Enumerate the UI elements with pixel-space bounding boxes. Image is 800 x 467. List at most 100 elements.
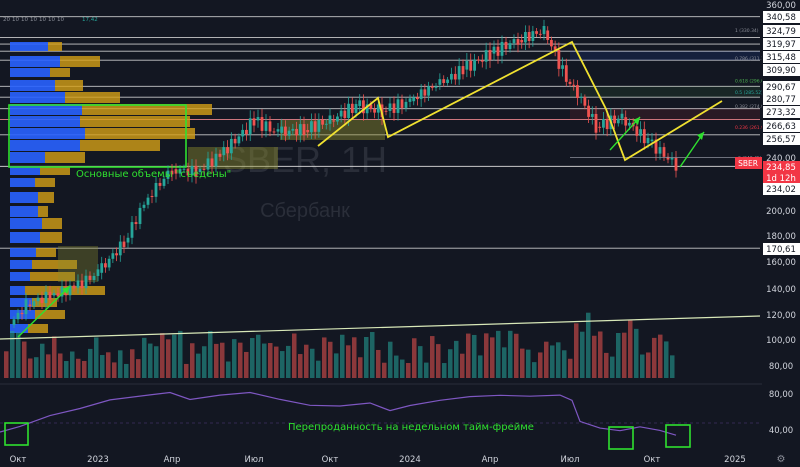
volume-bar <box>22 341 27 378</box>
volume-bar <box>400 359 405 378</box>
candle-body <box>343 110 347 119</box>
price-label-bg <box>763 25 800 37</box>
fib-label: 0.382 (274.96) <box>735 104 769 110</box>
volume-bar <box>562 350 567 378</box>
volume-bar <box>502 347 507 378</box>
profile-bar-blue <box>10 68 50 77</box>
profile-bar-blue <box>10 286 25 295</box>
price-tick-label: 360,00 <box>766 1 796 11</box>
time-tick-label: Окт <box>322 455 339 465</box>
green-arrow <box>609 116 641 151</box>
candle-body <box>52 293 56 296</box>
volume-bar <box>220 342 225 378</box>
candle-body <box>564 65 568 82</box>
volume-bar <box>364 336 369 378</box>
volume-bar <box>196 353 201 378</box>
candle-body <box>473 59 476 71</box>
candle-body <box>628 122 631 126</box>
profile-bar-blue <box>10 192 38 203</box>
price-tick-label: 80,00 <box>769 362 793 372</box>
candle-body <box>276 129 280 132</box>
green-arrow <box>17 285 71 338</box>
fib-zone <box>570 108 760 120</box>
candle-body <box>500 41 504 56</box>
candle-body <box>218 153 222 157</box>
candle-body <box>658 147 662 154</box>
price-tick-label: 234,85 <box>766 163 796 173</box>
volume-bar <box>388 341 393 378</box>
volume-bar <box>520 348 525 378</box>
profile-bar-gold <box>30 272 75 281</box>
volume-bar <box>34 357 39 378</box>
header-value: 10 <box>12 17 19 23</box>
candle-body <box>178 168 182 174</box>
candle-body <box>516 39 520 45</box>
candle-body <box>412 97 416 102</box>
volume-bar <box>628 320 633 378</box>
volume-bar <box>340 334 345 378</box>
candle-body <box>146 197 150 205</box>
candle-body <box>369 104 373 109</box>
volume-bar <box>430 336 435 378</box>
candle-body <box>469 60 473 71</box>
volume-bar <box>190 343 195 378</box>
candle-body <box>233 138 237 144</box>
candle-body <box>512 39 516 44</box>
candle-body <box>531 31 535 42</box>
volume-bar <box>238 342 243 378</box>
volume-histogram <box>4 312 675 378</box>
candle-body <box>40 297 44 304</box>
candle-body <box>587 105 590 117</box>
candle-body <box>182 168 186 170</box>
volume-bar <box>598 331 603 378</box>
candle-body <box>654 139 658 154</box>
profile-bar-gold <box>38 192 54 203</box>
profile-bar-blue <box>10 104 82 115</box>
volume-bar <box>424 362 429 378</box>
volume-bar <box>406 362 411 378</box>
green-arrowhead <box>697 132 704 140</box>
price-label-bg <box>763 11 800 23</box>
price-tick-label: 180,00 <box>766 232 796 242</box>
price-label-bg <box>763 81 800 93</box>
candle-body <box>16 312 20 320</box>
volume-bar <box>208 330 213 378</box>
volume-bar <box>346 345 351 378</box>
candle-body <box>252 118 256 126</box>
volumes-eaten-annotation: Основные объемы "съедены" <box>76 169 232 180</box>
profile-bar-blue <box>10 92 65 103</box>
candle-body <box>241 129 245 137</box>
profile-bar-gold <box>35 178 55 187</box>
profile-bar-gold <box>35 310 65 319</box>
volume-bar <box>436 344 441 378</box>
candle-body <box>107 258 111 268</box>
candle-body <box>427 86 430 96</box>
candle-body <box>332 120 336 122</box>
candle-body <box>115 253 118 256</box>
candle-body <box>480 60 484 62</box>
price-tick-label: 200,00 <box>766 207 796 217</box>
candle-body <box>210 158 214 167</box>
volume-bar <box>16 332 21 378</box>
time-tick-label: Апр <box>164 455 181 465</box>
candle-body <box>477 59 480 61</box>
volume-bar <box>670 355 675 378</box>
candle-body <box>635 126 639 136</box>
profile-bar-gold <box>42 218 62 229</box>
candle-body <box>546 30 550 40</box>
candle-body <box>130 222 134 238</box>
profile-bar-gold <box>45 152 85 163</box>
price-tick-label: 266,63 <box>766 122 796 132</box>
profile-bar-gold <box>48 42 62 51</box>
volume-bar <box>460 353 465 378</box>
volume-bar <box>292 333 297 378</box>
profile-bar-gold <box>36 248 56 257</box>
price-axis-background <box>762 0 800 467</box>
volume-bar <box>310 348 315 378</box>
candle-body <box>465 60 469 70</box>
candle-body <box>268 121 272 132</box>
candle-body <box>122 241 126 248</box>
volume-bar <box>244 351 249 378</box>
watermark-ticker: SBER, 1H <box>223 139 387 180</box>
